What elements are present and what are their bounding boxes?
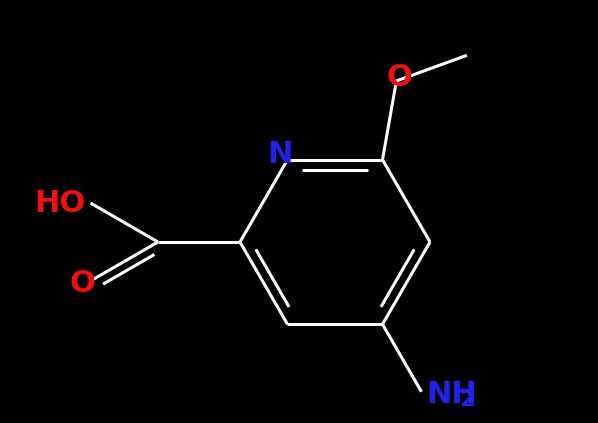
Text: O: O [386, 63, 413, 93]
Text: HO: HO [34, 189, 86, 217]
Text: N: N [267, 140, 292, 169]
Text: 2: 2 [459, 390, 475, 410]
Text: NH: NH [426, 380, 477, 409]
Text: O: O [69, 269, 96, 299]
